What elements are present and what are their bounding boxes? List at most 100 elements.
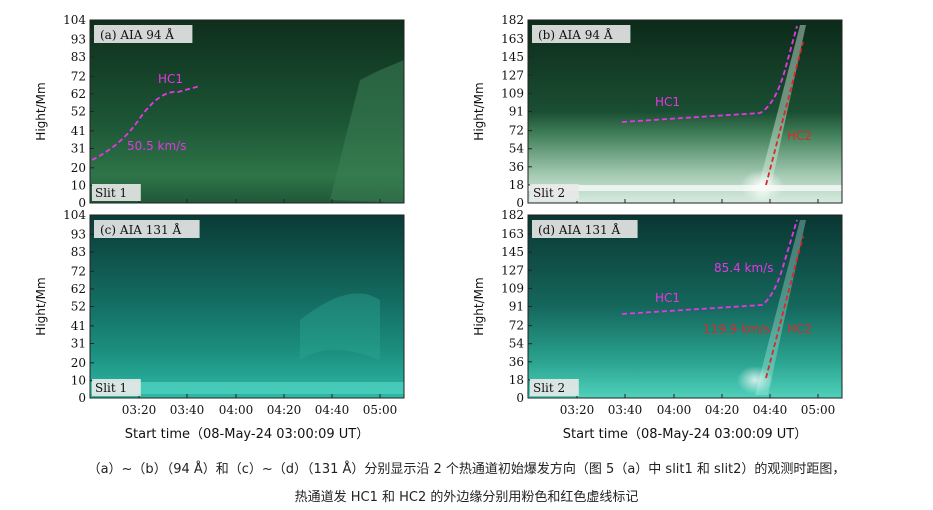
figure-caption-line1: （a）~（b）（94 Å）和（c）~（d）（131 Å）分别显示沿 2 个热通道… bbox=[87, 462, 846, 477]
hc1-trace-a bbox=[91, 85, 201, 161]
annotation-label: HC1 bbox=[655, 291, 680, 305]
slit-label-box bbox=[92, 379, 141, 396]
y-tick-label: 145 bbox=[501, 50, 524, 64]
y-tick-label: 93 bbox=[71, 227, 86, 241]
x-tick-label: 05:00 bbox=[801, 403, 836, 417]
y-tick-label: 20 bbox=[71, 161, 86, 175]
hc2-trace-b bbox=[765, 41, 804, 186]
y-tick-label: 91 bbox=[509, 300, 524, 314]
axis-ticks: 0102031415262728393104018365472911091271… bbox=[63, 13, 835, 417]
panel-labels: Hight/Mm (a) AIA 94 Å Slit 1 HC1 50.5 km/s Hi… bbox=[34, 25, 812, 442]
slit-label-box bbox=[530, 379, 579, 396]
figure-panels: 0102031415262728393104018365472911091271… bbox=[34, 13, 843, 442]
hc1-trace-b bbox=[621, 25, 798, 123]
y-tick-label: 10 bbox=[71, 373, 86, 387]
x-tick-label: 04:00 bbox=[219, 403, 254, 417]
y-axis-label: Hight/Mm bbox=[34, 82, 48, 140]
y-tick-label: 62 bbox=[71, 87, 86, 101]
y-tick-label: 72 bbox=[509, 319, 524, 333]
y-tick-label: 72 bbox=[71, 69, 86, 83]
y-tick-label: 31 bbox=[71, 141, 86, 155]
x-axis-label-left: Start time（08-May-24 03:00:09 UT） bbox=[125, 427, 369, 442]
y-tick-label: 83 bbox=[71, 245, 86, 259]
y-tick-label: 36 bbox=[509, 355, 524, 369]
panel-title-box bbox=[94, 220, 200, 238]
y-axis-label: Hight/Mm bbox=[472, 82, 486, 140]
panel-b-bright-band bbox=[528, 185, 842, 191]
panel-c-glow bbox=[300, 293, 380, 360]
y-tick-label: 104 bbox=[63, 13, 86, 27]
slit-label-box bbox=[530, 184, 579, 201]
y-tick-label: 10 bbox=[71, 178, 86, 192]
y-tick-label: 0 bbox=[78, 391, 86, 405]
panel-c bbox=[89, 214, 405, 399]
y-tick-label: 163 bbox=[501, 227, 524, 241]
panel-d-flare bbox=[737, 366, 773, 394]
y-tick-label: 145 bbox=[501, 245, 524, 259]
panel-title-box bbox=[94, 25, 193, 43]
annotation-label: 119.9 km/s bbox=[703, 322, 770, 336]
y-tick-label: 182 bbox=[501, 13, 524, 27]
x-tick-label: 05:00 bbox=[363, 403, 398, 417]
y-tick-label: 109 bbox=[501, 86, 524, 100]
y-tick-label: 20 bbox=[71, 356, 86, 370]
y-tick-label: 62 bbox=[71, 282, 86, 296]
y-tick-label: 127 bbox=[501, 68, 524, 82]
y-tick-label: 31 bbox=[71, 336, 86, 350]
panel-d-eruption-streak bbox=[755, 220, 806, 395]
hc1-trace-d bbox=[621, 219, 798, 315]
y-tick-label: 41 bbox=[71, 319, 86, 333]
panel-title: (a) AIA 94 Å bbox=[100, 27, 174, 42]
x-tick-label: 03:40 bbox=[170, 403, 205, 417]
x-tick-label: 03:20 bbox=[122, 403, 157, 417]
y-tick-label: 54 bbox=[509, 337, 525, 351]
y-tick-label: 182 bbox=[501, 208, 524, 222]
panel-c-image bbox=[90, 215, 404, 398]
panel-title-box bbox=[532, 220, 638, 238]
panel-a-glow bbox=[330, 60, 404, 203]
x-tick-label: 03:40 bbox=[608, 403, 643, 417]
x-tick-label: 04:20 bbox=[705, 403, 740, 417]
x-tick-label: 04:00 bbox=[657, 403, 692, 417]
x-tick-label: 03:20 bbox=[560, 403, 595, 417]
panel-c-bright-band bbox=[90, 382, 404, 394]
y-tick-label: 83 bbox=[71, 50, 86, 64]
annotation-label: 50.5 km/s bbox=[127, 139, 186, 153]
x-tick-label: 04:40 bbox=[753, 403, 788, 417]
panel-b bbox=[527, 19, 843, 204]
y-tick-label: 41 bbox=[71, 124, 86, 138]
y-tick-label: 72 bbox=[71, 264, 86, 278]
slit-label: Slit 1 bbox=[95, 186, 127, 200]
annotation-label: HC1 bbox=[655, 95, 680, 109]
hc2-trace-d bbox=[765, 235, 804, 379]
panel-b-flare bbox=[740, 170, 784, 202]
y-tick-label: 52 bbox=[71, 105, 86, 119]
y-tick-label: 36 bbox=[509, 160, 524, 174]
panel-d bbox=[527, 214, 843, 399]
y-tick-label: 163 bbox=[501, 32, 524, 46]
slit-label-box bbox=[92, 184, 141, 201]
panel-a bbox=[89, 19, 405, 204]
panel-title: (b) AIA 94 Å bbox=[538, 27, 613, 42]
annotation-label: HC2 bbox=[787, 322, 812, 336]
y-tick-label: 18 bbox=[509, 373, 524, 387]
slit-label: Slit 2 bbox=[533, 186, 565, 200]
annotation-label: HC1 bbox=[158, 72, 183, 86]
panel-b-eruption-streak bbox=[755, 25, 806, 200]
y-tick-label: 0 bbox=[516, 196, 524, 210]
y-tick-label: 52 bbox=[71, 300, 86, 314]
y-tick-label: 93 bbox=[71, 32, 86, 46]
panel-d-image bbox=[528, 215, 842, 398]
y-tick-label: 72 bbox=[509, 124, 524, 138]
y-tick-label: 109 bbox=[501, 281, 524, 295]
y-tick-label: 0 bbox=[516, 391, 524, 405]
figure-caption-line2: 热通道发 HC1 和 HC2 的外边缘分别用粉色和红色虚线标记 bbox=[294, 490, 639, 505]
panel-title-box bbox=[532, 25, 631, 43]
slit-label: Slit 1 bbox=[95, 381, 127, 395]
x-tick-label: 04:40 bbox=[315, 403, 350, 417]
y-axis-label: Hight/Mm bbox=[34, 277, 48, 335]
x-axis-label-right: Start time（08-May-24 03:00:09 UT） bbox=[563, 427, 807, 442]
panel-title: (d) AIA 131 Å bbox=[538, 222, 620, 237]
y-tick-label: 0 bbox=[78, 196, 86, 210]
y-tick-label: 104 bbox=[63, 208, 86, 222]
